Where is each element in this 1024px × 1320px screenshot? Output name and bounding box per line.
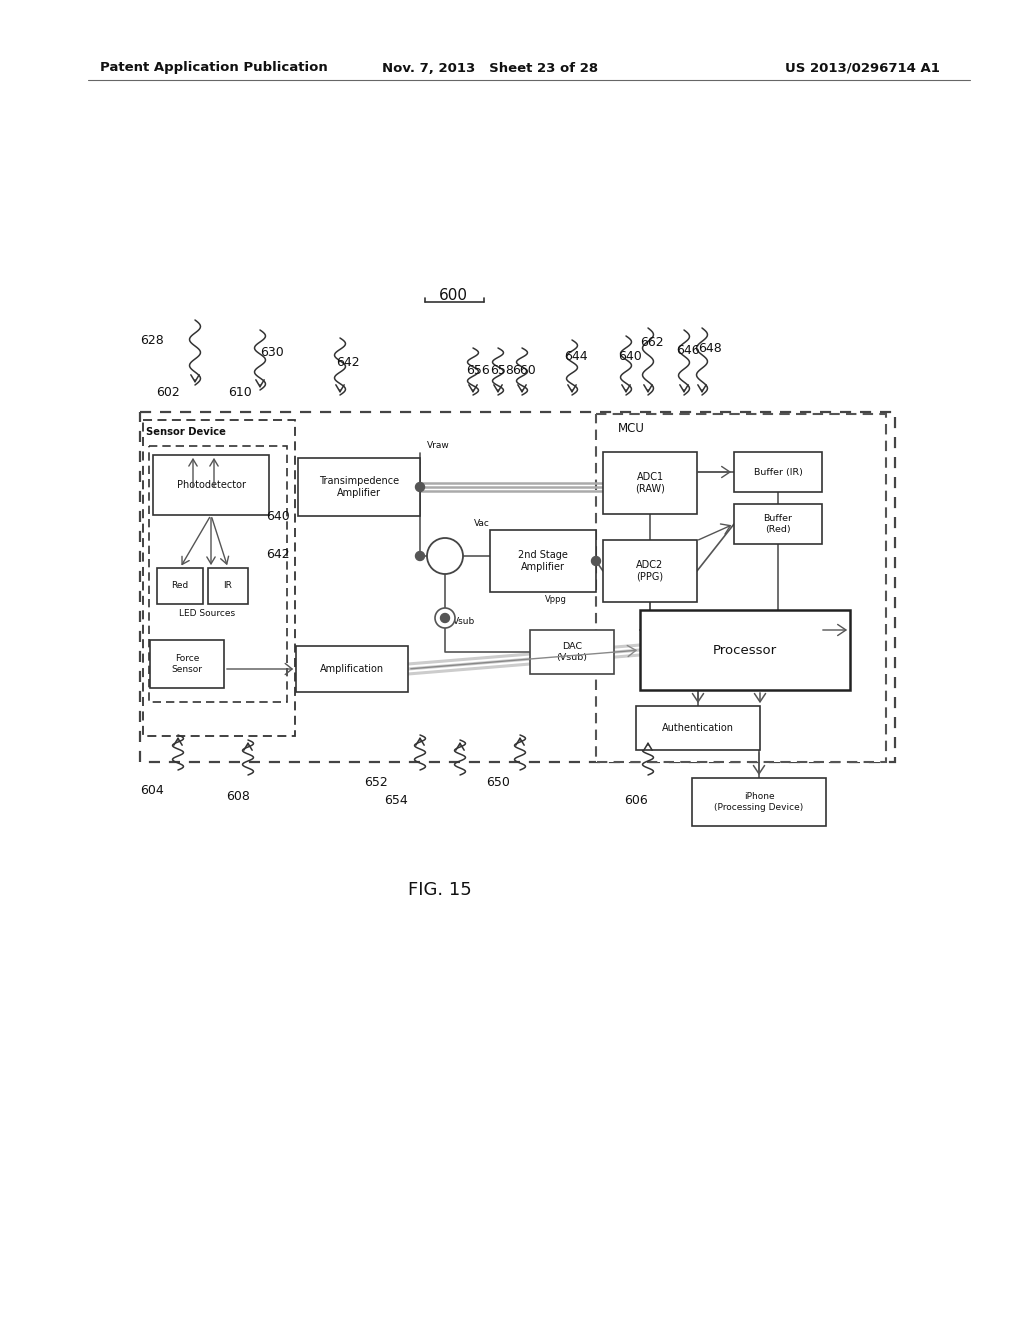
Text: Processor: Processor bbox=[713, 644, 777, 656]
Circle shape bbox=[440, 614, 450, 623]
Text: 600: 600 bbox=[438, 288, 468, 302]
Text: 642: 642 bbox=[266, 548, 290, 561]
Text: 640: 640 bbox=[618, 350, 642, 363]
Bar bbox=[603, 451, 697, 513]
Text: 658: 658 bbox=[490, 363, 514, 376]
Text: Authentication: Authentication bbox=[662, 723, 734, 733]
Text: iPhone
(Processing Device): iPhone (Processing Device) bbox=[715, 792, 804, 812]
Text: Amplification: Amplification bbox=[319, 664, 384, 675]
Text: LED Sources: LED Sources bbox=[179, 610, 236, 619]
Text: Red: Red bbox=[171, 582, 188, 590]
Bar bbox=[692, 777, 826, 826]
Text: 2nd Stage
Amplifier: 2nd Stage Amplifier bbox=[518, 550, 568, 572]
Bar bbox=[296, 645, 408, 692]
Bar bbox=[298, 458, 420, 516]
Text: 660: 660 bbox=[512, 363, 536, 376]
Text: 648: 648 bbox=[698, 342, 722, 355]
Text: −: − bbox=[438, 546, 452, 565]
Text: Vraw: Vraw bbox=[427, 441, 450, 450]
Text: 610: 610 bbox=[228, 385, 252, 399]
Text: Photodetector: Photodetector bbox=[176, 480, 246, 490]
Text: Nov. 7, 2013   Sheet 23 of 28: Nov. 7, 2013 Sheet 23 of 28 bbox=[382, 62, 598, 74]
Text: Buffer (IR): Buffer (IR) bbox=[754, 467, 803, 477]
Text: 650: 650 bbox=[486, 776, 510, 788]
Text: 628: 628 bbox=[140, 334, 164, 346]
Bar bbox=[157, 568, 203, 605]
Circle shape bbox=[416, 483, 425, 491]
Bar bbox=[530, 630, 614, 675]
Text: 646: 646 bbox=[676, 343, 699, 356]
Circle shape bbox=[592, 557, 600, 565]
Circle shape bbox=[416, 552, 425, 561]
Text: 602: 602 bbox=[156, 385, 180, 399]
Bar bbox=[490, 531, 596, 591]
Text: 608: 608 bbox=[226, 789, 250, 803]
Bar bbox=[150, 446, 287, 702]
Text: Vac: Vac bbox=[474, 520, 489, 528]
Bar bbox=[143, 420, 295, 737]
Text: MCU: MCU bbox=[617, 421, 644, 434]
Bar bbox=[140, 412, 895, 762]
Bar bbox=[603, 540, 697, 602]
Text: Buffer
(Red): Buffer (Red) bbox=[764, 515, 793, 533]
Bar bbox=[150, 640, 224, 688]
Text: 644: 644 bbox=[564, 350, 588, 363]
Circle shape bbox=[427, 539, 463, 574]
Text: DAC
(Vsub): DAC (Vsub) bbox=[556, 643, 588, 661]
Text: 652: 652 bbox=[365, 776, 388, 788]
Bar bbox=[734, 504, 822, 544]
Text: Patent Application Publication: Patent Application Publication bbox=[100, 62, 328, 74]
Text: Transimpedence
Amplifier: Transimpedence Amplifier bbox=[318, 477, 399, 498]
Bar bbox=[153, 455, 269, 515]
Text: 662: 662 bbox=[640, 335, 664, 348]
Text: US 2013/0296714 A1: US 2013/0296714 A1 bbox=[785, 62, 940, 74]
Text: 656: 656 bbox=[466, 363, 489, 376]
Text: FIG. 15: FIG. 15 bbox=[409, 880, 472, 899]
Text: 630: 630 bbox=[260, 346, 284, 359]
Text: 604: 604 bbox=[140, 784, 164, 796]
Bar bbox=[596, 414, 886, 762]
Bar bbox=[640, 610, 850, 690]
Text: 642: 642 bbox=[336, 355, 359, 368]
Text: IR: IR bbox=[223, 582, 232, 590]
Bar bbox=[734, 451, 822, 492]
Text: Vppg: Vppg bbox=[545, 595, 567, 605]
Text: ADC1
(RAW): ADC1 (RAW) bbox=[635, 473, 665, 494]
Text: 640: 640 bbox=[266, 510, 290, 523]
Text: 654: 654 bbox=[384, 793, 408, 807]
Text: Vsub: Vsub bbox=[453, 618, 475, 627]
Bar bbox=[208, 568, 248, 605]
Text: ADC2
(PPG): ADC2 (PPG) bbox=[636, 560, 664, 582]
Text: Force
Sensor: Force Sensor bbox=[171, 655, 203, 673]
Circle shape bbox=[435, 609, 455, 628]
Text: Sensor Device: Sensor Device bbox=[146, 426, 226, 437]
Text: 606: 606 bbox=[624, 793, 648, 807]
Bar bbox=[636, 706, 760, 750]
